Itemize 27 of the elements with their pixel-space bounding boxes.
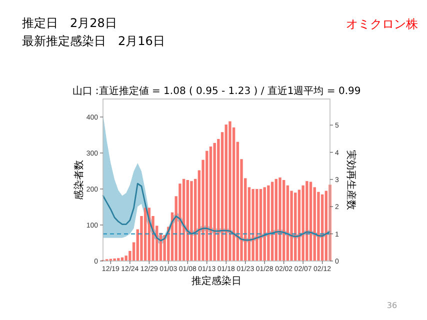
bar — [278, 177, 282, 261]
bar — [206, 150, 208, 261]
bar — [274, 178, 278, 261]
text: 36 — [386, 301, 398, 310]
bar — [213, 142, 216, 261]
bar — [282, 180, 286, 261]
text: 推定日 2月28日 — [22, 16, 117, 30]
bar — [302, 185, 304, 261]
bar — [298, 190, 301, 261]
bar — [256, 189, 258, 261]
text: オミクロン株 — [346, 17, 418, 31]
bar — [209, 146, 212, 261]
bar — [144, 208, 147, 261]
bar — [228, 121, 232, 261]
bar — [263, 187, 266, 261]
bar — [267, 185, 270, 261]
bar — [309, 182, 312, 261]
text: 最新推定感染日 2月16日 — [22, 34, 165, 48]
y2-axis-title: 実効再生産数 — [345, 150, 357, 210]
bar — [252, 189, 254, 261]
bar — [190, 181, 193, 261]
chart-title: 山口 :直近推定値 = 1.08 ( 0.95 - 1.23 ) / 直近1週平均 = 0.99 — [72, 85, 361, 97]
line-series — [102, 182, 331, 242]
bar — [224, 124, 228, 261]
y-axis-title: 感染者数 — [73, 160, 85, 200]
x-axis-title: 推定感染日 — [192, 275, 242, 287]
bar — [306, 181, 308, 261]
